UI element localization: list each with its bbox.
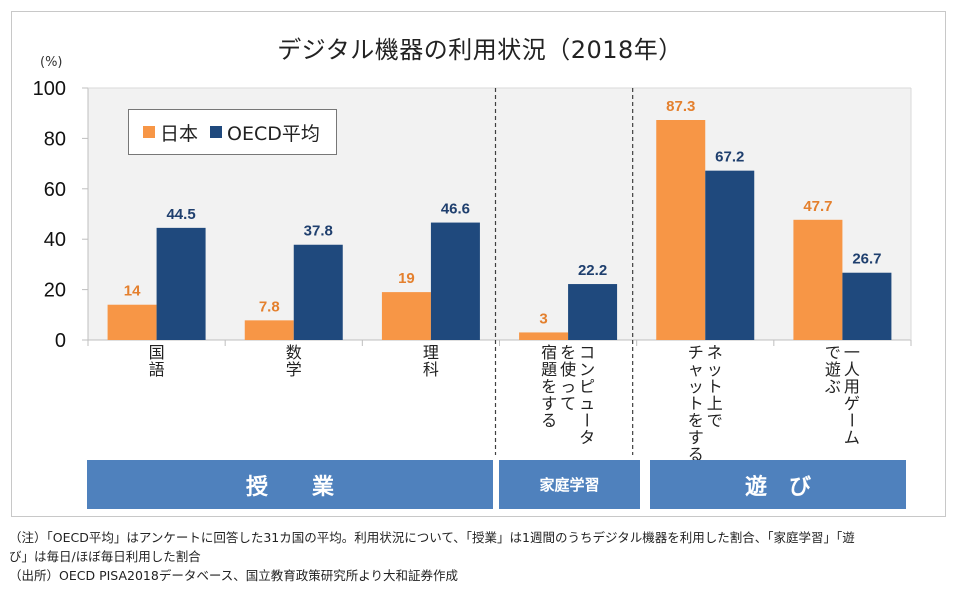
x-category-char: を	[541, 377, 557, 396]
x-category-char: ッ	[707, 360, 723, 379]
footnote-source: （出所）OECD PISA2018データベース、国立教育政策研究所より大和証券作…	[9, 568, 458, 583]
y-tick-label: 40	[44, 229, 66, 251]
y-tick-label: 100	[33, 78, 66, 100]
data-label-oecd: 22.2	[578, 262, 607, 279]
x-category-char: 理	[423, 343, 439, 362]
x-category-char: っ	[560, 377, 576, 396]
legend-swatch-oecd	[210, 126, 223, 138]
bar-oecd	[568, 284, 618, 340]
chart-title: デジタル機器の利用状況（2018年）	[277, 36, 683, 64]
group-band-home-study: 家庭学習	[499, 460, 640, 509]
x-category-char: ぶ	[825, 377, 841, 396]
x-category-char: 使	[560, 360, 576, 379]
x-category-char: ゲ	[844, 394, 860, 413]
data-label-oecd: 46.6	[441, 201, 470, 218]
x-category-char: タ	[579, 428, 595, 447]
x-category-char: ャ	[688, 360, 704, 379]
x-category-label: 数学	[286, 343, 302, 379]
y-tick-label: 0	[55, 330, 66, 352]
x-category-char: で	[707, 411, 723, 430]
x-category-char: て	[560, 394, 576, 413]
x-category-char: 語	[149, 360, 165, 379]
data-label-japan: 7.8	[259, 298, 280, 315]
y-tick-label: 80	[44, 128, 66, 150]
group-band-play-label: 遊 び	[744, 474, 811, 500]
bar-oecd	[430, 222, 480, 340]
data-label-japan: 19	[398, 270, 415, 287]
bar-oecd	[293, 244, 343, 340]
group-band-class-label: 授 業	[245, 474, 334, 500]
group-band-class: 授 業	[87, 460, 493, 509]
data-label-oecd: 37.8	[304, 223, 333, 240]
bar-japan	[793, 219, 843, 340]
x-category-char: ッ	[688, 377, 704, 396]
footnotes: （注）「OECD平均」はアンケートに回答した31カ国の平均。利用状況について、「…	[9, 528, 954, 585]
x-category-char: 一	[844, 343, 860, 362]
data-label-oecd: 67.2	[715, 149, 744, 166]
data-label-japan: 3	[539, 310, 547, 327]
x-category-char: ュ	[579, 394, 595, 413]
legend-item-japan: 日本	[143, 119, 198, 146]
bar-oecd	[156, 227, 206, 340]
group-band-home-study-label: 家庭学習	[539, 476, 600, 494]
x-category-char: 国	[149, 343, 165, 362]
legend-label-oecd: OECD平均	[227, 122, 320, 145]
bar-oecd	[705, 170, 755, 340]
x-category-label: 理科	[423, 343, 439, 379]
footnote-note-line2: び」は毎日/ほぼ毎日利用した割合	[9, 549, 201, 564]
group-band-play: 遊 び	[650, 460, 906, 509]
x-category-char: ン	[579, 360, 595, 379]
x-category-char: す	[688, 428, 704, 447]
data-label-japan: 47.7	[803, 198, 832, 215]
x-category-char: る	[541, 411, 557, 430]
legend-swatch-japan	[143, 126, 155, 138]
chart-legend: 日本 OECD平均	[128, 109, 337, 155]
x-category-char: ム	[844, 428, 860, 447]
footnote-note-line1: （注）「OECD平均」はアンケートに回答した31カ国の平均。利用状況について、「…	[9, 530, 855, 545]
legend-item-oecd: OECD平均	[210, 119, 320, 146]
x-category-char: を	[688, 411, 704, 430]
x-category-char: す	[541, 394, 557, 413]
x-category-char: 人	[844, 360, 860, 379]
y-tick-label: 20	[44, 280, 66, 302]
bar-japan	[107, 304, 157, 340]
x-category-char: ネ	[707, 343, 723, 362]
x-category-char: ト	[707, 377, 723, 396]
x-category-char: 上	[707, 394, 723, 413]
x-category-char: る	[688, 445, 704, 464]
y-axis-unit-label: (%)	[40, 55, 63, 70]
data-label-japan: 14	[124, 283, 141, 300]
data-label-oecd: 26.7	[852, 251, 881, 268]
x-category-char: 科	[423, 360, 439, 379]
y-tick-label: 60	[44, 179, 66, 201]
x-category-char: 数	[286, 343, 302, 362]
x-category-char: ー	[842, 412, 861, 428]
x-category-char: ー	[577, 412, 596, 428]
x-category-char: ピ	[579, 377, 595, 396]
x-category-char: 用	[844, 377, 860, 396]
x-category-char: 学	[286, 360, 302, 379]
x-category-char: ト	[688, 394, 704, 413]
data-label-oecd: 44.5	[166, 206, 195, 223]
bar-japan	[519, 332, 569, 340]
bar-japan	[656, 120, 706, 340]
data-label-japan: 87.3	[666, 98, 695, 115]
bar-japan	[381, 292, 431, 340]
x-category-char: 遊	[825, 360, 841, 379]
bar-japan	[244, 320, 294, 340]
x-category-char: 題	[541, 360, 557, 379]
bar-oecd	[842, 272, 892, 340]
x-category-char: で	[825, 343, 841, 362]
x-category-char: チ	[688, 343, 704, 362]
legend-label-japan: 日本	[160, 122, 199, 145]
x-category-label: 国語	[149, 343, 165, 379]
x-category-char: 宿	[541, 343, 557, 362]
x-category-char: を	[560, 343, 576, 362]
x-category-char: コ	[579, 343, 595, 362]
